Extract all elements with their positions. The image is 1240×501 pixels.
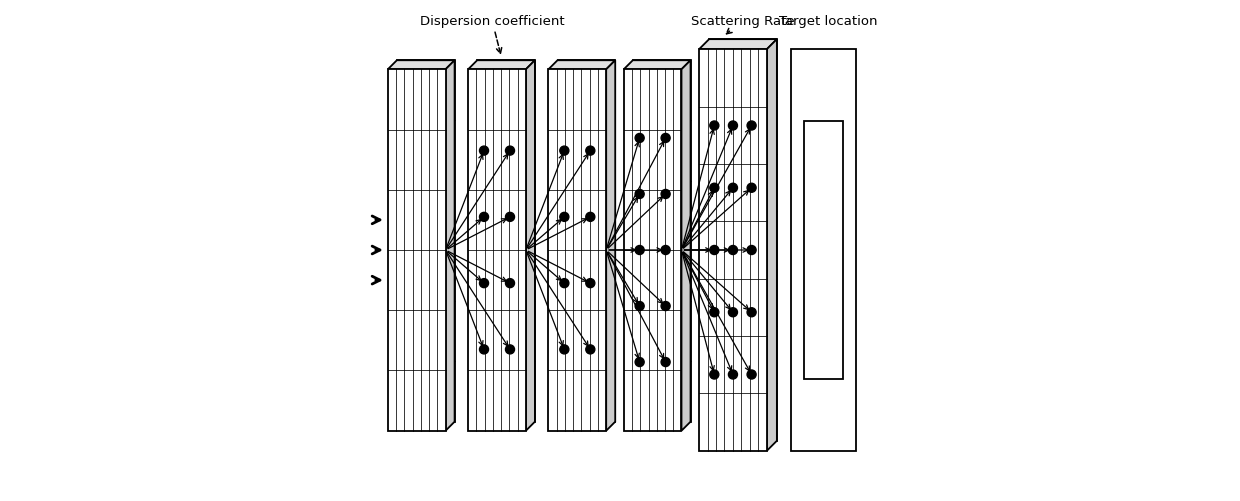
- Bar: [804, 122, 843, 379]
- Circle shape: [635, 190, 644, 199]
- Polygon shape: [766, 40, 777, 451]
- Circle shape: [746, 122, 756, 131]
- Polygon shape: [558, 61, 615, 422]
- Circle shape: [709, 308, 719, 317]
- Circle shape: [585, 345, 595, 354]
- Polygon shape: [709, 40, 777, 441]
- Circle shape: [661, 246, 670, 255]
- Circle shape: [480, 279, 489, 288]
- Circle shape: [559, 147, 569, 156]
- Circle shape: [746, 370, 756, 379]
- Polygon shape: [469, 61, 534, 70]
- Polygon shape: [699, 40, 777, 50]
- Circle shape: [661, 302, 670, 311]
- Circle shape: [506, 213, 515, 222]
- Polygon shape: [477, 61, 534, 422]
- Circle shape: [709, 184, 719, 193]
- Polygon shape: [397, 61, 455, 422]
- Circle shape: [709, 122, 719, 131]
- Circle shape: [728, 122, 738, 131]
- Polygon shape: [548, 61, 615, 70]
- Polygon shape: [624, 61, 691, 70]
- Circle shape: [661, 134, 670, 143]
- Circle shape: [480, 147, 489, 156]
- Polygon shape: [791, 50, 856, 451]
- Circle shape: [480, 345, 489, 354]
- Circle shape: [585, 147, 595, 156]
- Circle shape: [746, 308, 756, 317]
- Circle shape: [709, 370, 719, 379]
- Polygon shape: [632, 61, 691, 422]
- Polygon shape: [388, 61, 455, 70]
- Circle shape: [635, 358, 644, 367]
- Circle shape: [661, 190, 670, 199]
- Circle shape: [559, 213, 569, 222]
- Circle shape: [585, 213, 595, 222]
- Circle shape: [728, 308, 738, 317]
- Circle shape: [635, 302, 644, 311]
- Text: Dispersion coefficient: Dispersion coefficient: [419, 15, 564, 54]
- Polygon shape: [624, 70, 682, 431]
- Circle shape: [635, 134, 644, 143]
- Polygon shape: [526, 61, 534, 431]
- Polygon shape: [606, 61, 615, 431]
- Text: Target location: Target location: [779, 15, 878, 28]
- Polygon shape: [682, 61, 691, 431]
- Circle shape: [559, 279, 569, 288]
- Polygon shape: [548, 70, 606, 431]
- Circle shape: [585, 279, 595, 288]
- Polygon shape: [699, 50, 766, 451]
- Circle shape: [728, 246, 738, 255]
- Polygon shape: [388, 70, 445, 431]
- Circle shape: [728, 184, 738, 193]
- Circle shape: [746, 184, 756, 193]
- Circle shape: [559, 345, 569, 354]
- Polygon shape: [445, 61, 455, 431]
- Circle shape: [506, 345, 515, 354]
- Circle shape: [506, 279, 515, 288]
- Polygon shape: [469, 70, 526, 431]
- Circle shape: [480, 213, 489, 222]
- Circle shape: [635, 246, 644, 255]
- Text: Scattering Rate: Scattering Rate: [691, 15, 795, 35]
- Circle shape: [709, 246, 719, 255]
- Circle shape: [728, 370, 738, 379]
- Circle shape: [506, 147, 515, 156]
- Circle shape: [661, 358, 670, 367]
- Circle shape: [746, 246, 756, 255]
